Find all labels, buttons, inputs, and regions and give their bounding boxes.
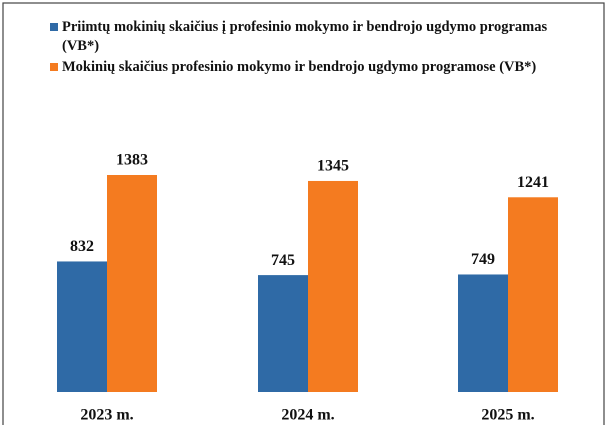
legend-swatch xyxy=(50,23,58,31)
legend-entry: Priimtų mokinių skaičius į profesinio mo… xyxy=(50,18,550,56)
bar xyxy=(57,261,107,392)
legend-swatch xyxy=(50,63,58,71)
data-label: 1383 xyxy=(116,152,148,169)
data-label: 749 xyxy=(471,251,495,268)
x-tick-label: 2024 m. xyxy=(281,407,334,424)
bar xyxy=(508,197,558,392)
legend-label: Priimtų mokinių skaičius į profesinio mo… xyxy=(62,19,548,54)
legend: Priimtų mokinių skaičius į profesinio mo… xyxy=(50,18,550,79)
x-tick-label: 2023 m. xyxy=(80,407,133,424)
legend-entry: Mokinių skaičius profesinio mokymo ir be… xyxy=(50,58,550,77)
bar xyxy=(258,275,308,392)
bar xyxy=(107,175,157,392)
bar xyxy=(308,180,358,392)
bar xyxy=(458,274,508,392)
data-label: 832 xyxy=(70,238,94,255)
data-label: 1241 xyxy=(517,174,549,191)
data-label: 745 xyxy=(271,252,295,269)
data-label: 1345 xyxy=(317,158,349,175)
x-tick-label: 2025 m. xyxy=(481,407,534,424)
legend-label: Mokinių skaičius profesinio mokymo ir be… xyxy=(62,59,537,75)
